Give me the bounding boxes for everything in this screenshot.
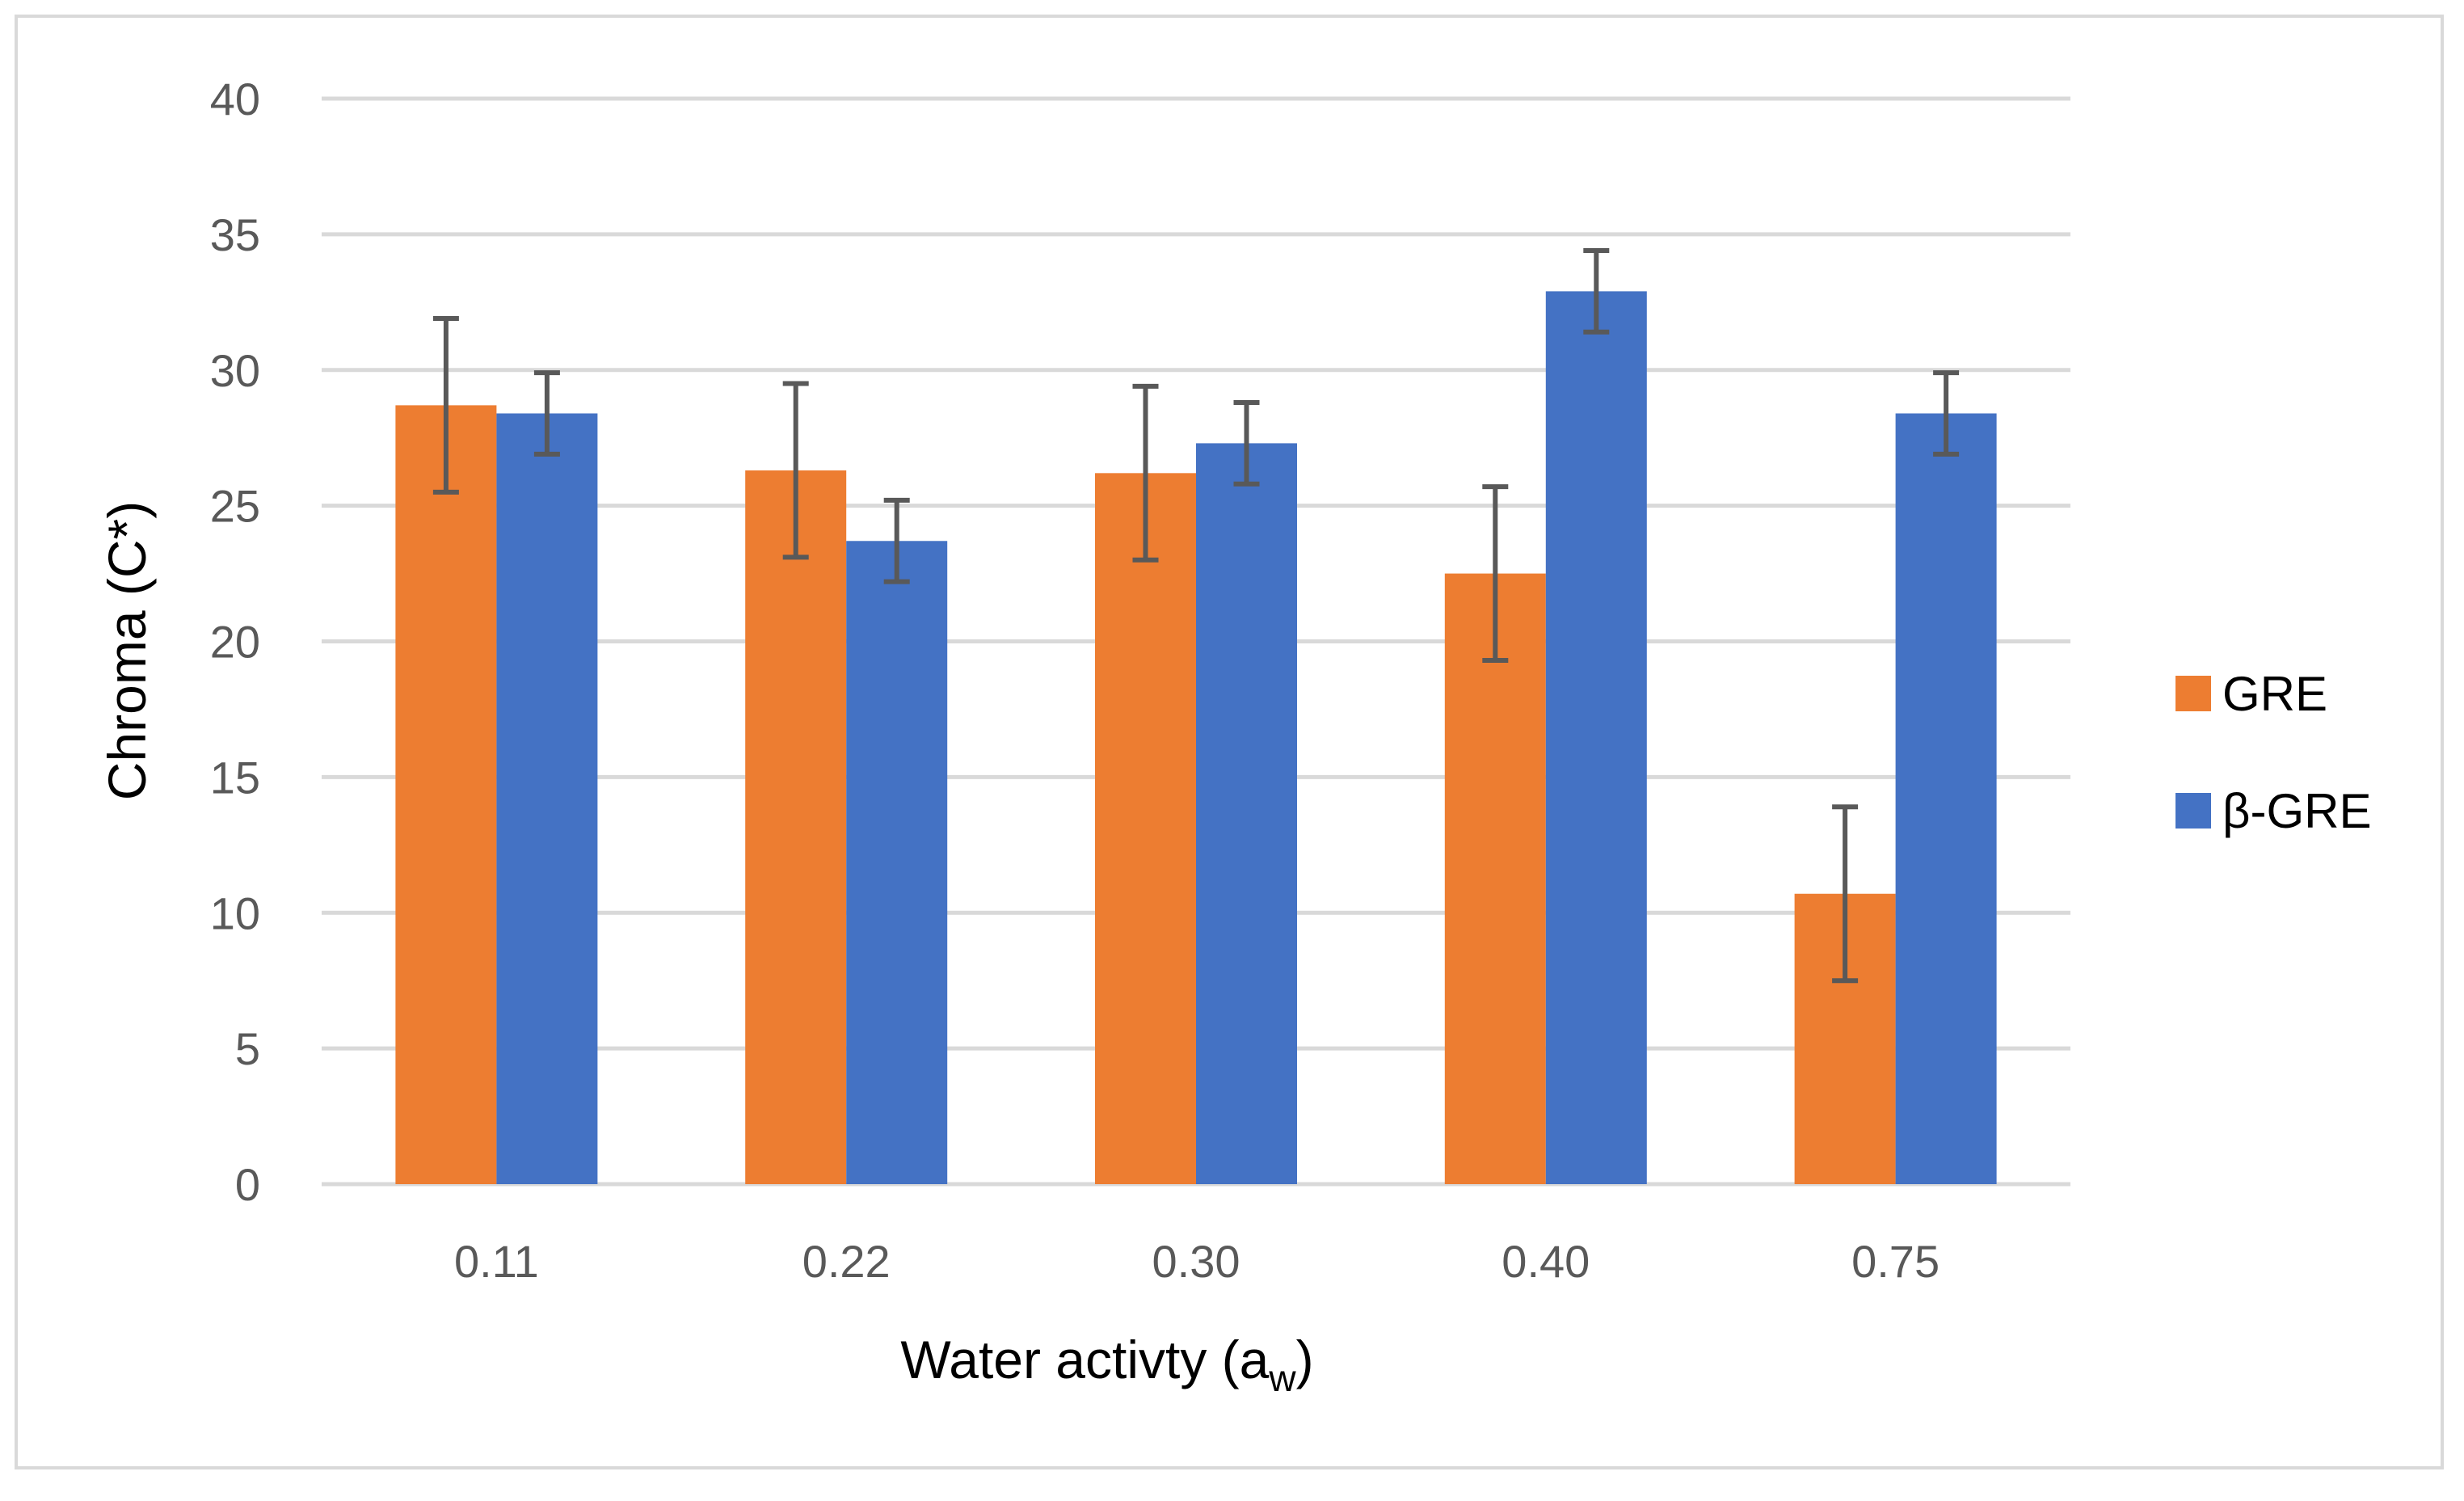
y-tick-label: 5 xyxy=(235,1023,260,1074)
y-axis-ticks: 0 5 10 15 20 25 30 35 40 xyxy=(210,74,260,1210)
error-bar xyxy=(883,497,910,584)
bar-beta-gre-0.40 xyxy=(1545,291,1647,1184)
x-tick-label: 0.22 xyxy=(802,1236,891,1287)
y-tick-label: 40 xyxy=(210,74,260,124)
bar-beta-gre-0.30 xyxy=(1196,443,1297,1184)
bar-beta-gre-0.75 xyxy=(1895,413,1997,1185)
x-axis-title-main: Water activty (a xyxy=(900,1330,1269,1389)
y-tick-label: 0 xyxy=(235,1159,260,1210)
y-tick-label: 30 xyxy=(210,345,260,396)
y-tick-label: 35 xyxy=(210,209,260,260)
bar-gre-0.30 xyxy=(1095,473,1196,1184)
y-tick-label: 20 xyxy=(210,617,260,668)
error-bar xyxy=(1233,400,1260,487)
legend-label: GRE xyxy=(2222,667,2327,721)
error-bars xyxy=(432,248,1960,984)
error-bar xyxy=(782,381,809,560)
x-tick-label: 0.40 xyxy=(1502,1236,1590,1287)
x-axis-title: Water activty (aw) xyxy=(900,1330,1313,1399)
error-bar xyxy=(1832,804,1859,984)
bar-gre-0.40 xyxy=(1444,573,1546,1184)
error-bar xyxy=(432,315,459,495)
bars xyxy=(395,291,1997,1185)
x-tick-label: 0.11 xyxy=(454,1236,539,1287)
legend-swatch xyxy=(2175,676,2211,711)
legend-swatch xyxy=(2175,793,2211,829)
bar-beta-gre-0.22 xyxy=(846,541,948,1184)
error-bar xyxy=(533,370,560,457)
y-axis-title: Chroma (C*) xyxy=(97,501,157,800)
y-tick-label: 25 xyxy=(210,481,260,532)
bar-beta-gre-0.11 xyxy=(496,413,598,1185)
error-bar xyxy=(1482,484,1509,664)
error-bar xyxy=(1583,248,1610,335)
x-tick-label: 0.75 xyxy=(1851,1236,1940,1287)
error-bar xyxy=(1132,383,1159,563)
legend-label: β-GRE xyxy=(2222,784,2372,838)
x-axis-title-end: ) xyxy=(1296,1330,1314,1389)
x-axis-title-subscript: w xyxy=(1268,1357,1296,1399)
bar-gre-0.22 xyxy=(745,470,847,1184)
legend: GRE β-GRE xyxy=(2175,667,2372,838)
y-tick-label: 15 xyxy=(210,752,260,803)
x-axis-ticks: 0.11 0.22 0.30 0.40 0.75 xyxy=(454,1236,1940,1287)
bar-gre-0.11 xyxy=(395,405,497,1185)
x-tick-label: 0.30 xyxy=(1152,1236,1240,1287)
y-tick-label: 10 xyxy=(210,888,260,938)
error-bar xyxy=(1933,370,1960,457)
